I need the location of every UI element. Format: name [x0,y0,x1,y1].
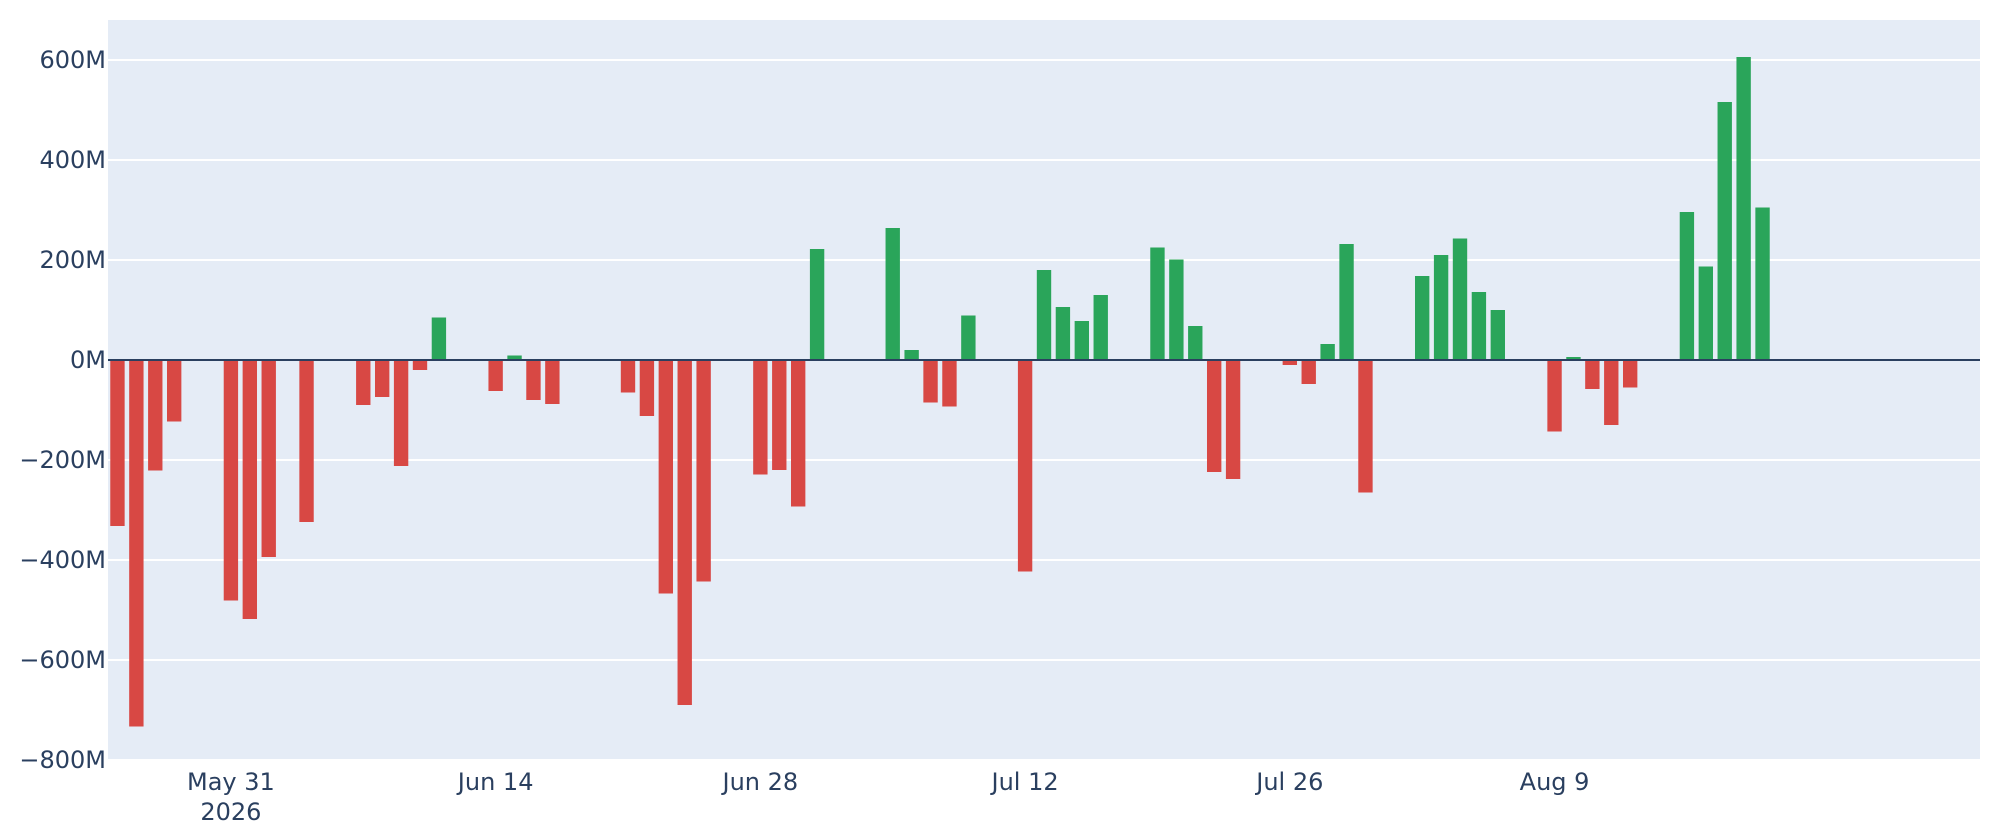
x-tick-label: May 31 [187,768,275,796]
bar-2026-08-10 [1566,357,1581,360]
bar-2026-07-14 [1055,307,1071,360]
bar-2026-07-13 [1036,270,1052,360]
y-tick-label: −800M [19,746,106,774]
bar-2026-08-16 [1679,212,1695,360]
y-tick-label: 200M [39,246,106,274]
bar-2026-06-28 [753,360,768,475]
bar-2026-07-05 [885,228,900,360]
bar-2026-07-21 [1188,326,1203,360]
bar-2026-07-30 [1358,360,1373,493]
bar-2026-05-28 [166,360,182,422]
bar-2026-08-06 [1490,310,1506,360]
bar-2026-08-12 [1604,360,1619,425]
bar-2026-07-16 [1093,295,1108,360]
y-tick-label: 400M [39,146,106,174]
bar-2026-06-15 [507,355,522,360]
bar-2026-06-23 [658,360,674,594]
bar-2026-07-09 [961,315,976,360]
bar-2026-07-23 [1225,360,1241,479]
bar-2026-08-20 [1755,207,1770,360]
bar-2026-07-06 [904,350,919,360]
bar-2026-07-27 [1301,360,1316,384]
y-tick-label: −200M [19,446,106,474]
x-tick-label: Jul 26 [1254,768,1323,796]
bar-2026-08-09 [1547,360,1562,432]
x-tick-label: Aug 9 [1520,768,1590,796]
bar-2026-06-01 [242,360,258,619]
bar-2026-08-17 [1698,266,1714,360]
bar-2026-07-15 [1074,321,1090,360]
bar-2026-06-30 [790,360,806,507]
y-tick-label: 600M [39,46,106,74]
bar-2026-06-08 [374,360,390,397]
bar-2026-06-04 [299,360,314,522]
bar-2026-08-18 [1717,102,1732,360]
bar-2026-06-11 [431,317,447,360]
bar-2026-08-11 [1585,360,1600,389]
bar-2026-08-04 [1452,238,1468,360]
y-tick-label: −600M [19,646,106,674]
bar-2026-06-16 [526,360,541,400]
bar-2026-08-13 [1622,360,1638,388]
bar-2026-06-24 [677,360,692,705]
bar-2026-07-26 [1282,360,1298,365]
bar-2026-06-22 [639,360,655,416]
bar-2026-06-09 [393,360,409,466]
bar-2026-06-21 [620,360,636,393]
bar-2026-07-20 [1169,259,1184,360]
y-tick-label: −400M [19,546,106,574]
bar-2026-07-01 [809,249,825,360]
bar-2026-07-08 [942,360,957,407]
x-tick-label: Jul 12 [990,768,1059,796]
x-tick-label: Jun 14 [456,768,534,796]
bar-2026-08-02 [1414,276,1430,360]
x-tick-year-label: 2026 [200,798,261,826]
x-tick-label: Jun 28 [721,768,799,796]
bar-2026-06-02 [261,360,276,557]
bar-2026-06-17 [545,360,560,404]
bar-2026-06-10 [412,360,428,370]
bar-2026-06-14 [488,360,503,391]
y-axis-ticks: 600M 400M 200M 0M −200M −400M −600M −800M [19,46,106,774]
bar-2026-07-22 [1206,360,1222,472]
bar-2026-06-29 [772,360,787,470]
bar-2026-05-25 [110,360,125,526]
bar-2026-06-25 [696,360,711,582]
bar-2026-06-07 [356,360,371,405]
gridlines [108,59,1980,761]
bar-2026-07-28 [1320,344,1335,360]
bar-2026-05-27 [148,360,163,471]
y-tick-label: 0M [70,346,106,374]
bar-2026-08-05 [1471,292,1487,360]
bar-2026-05-31 [223,360,239,601]
plot-background [108,20,1980,760]
bar-2026-08-19 [1736,57,1751,360]
bar-2026-07-07 [923,360,938,403]
bar-2026-07-29 [1339,244,1354,360]
bars [110,57,1770,727]
bar-2026-07-12 [1017,360,1033,572]
bar-2026-08-03 [1433,255,1449,360]
bar-2026-05-26 [129,360,144,727]
bar-2026-07-19 [1150,247,1165,360]
